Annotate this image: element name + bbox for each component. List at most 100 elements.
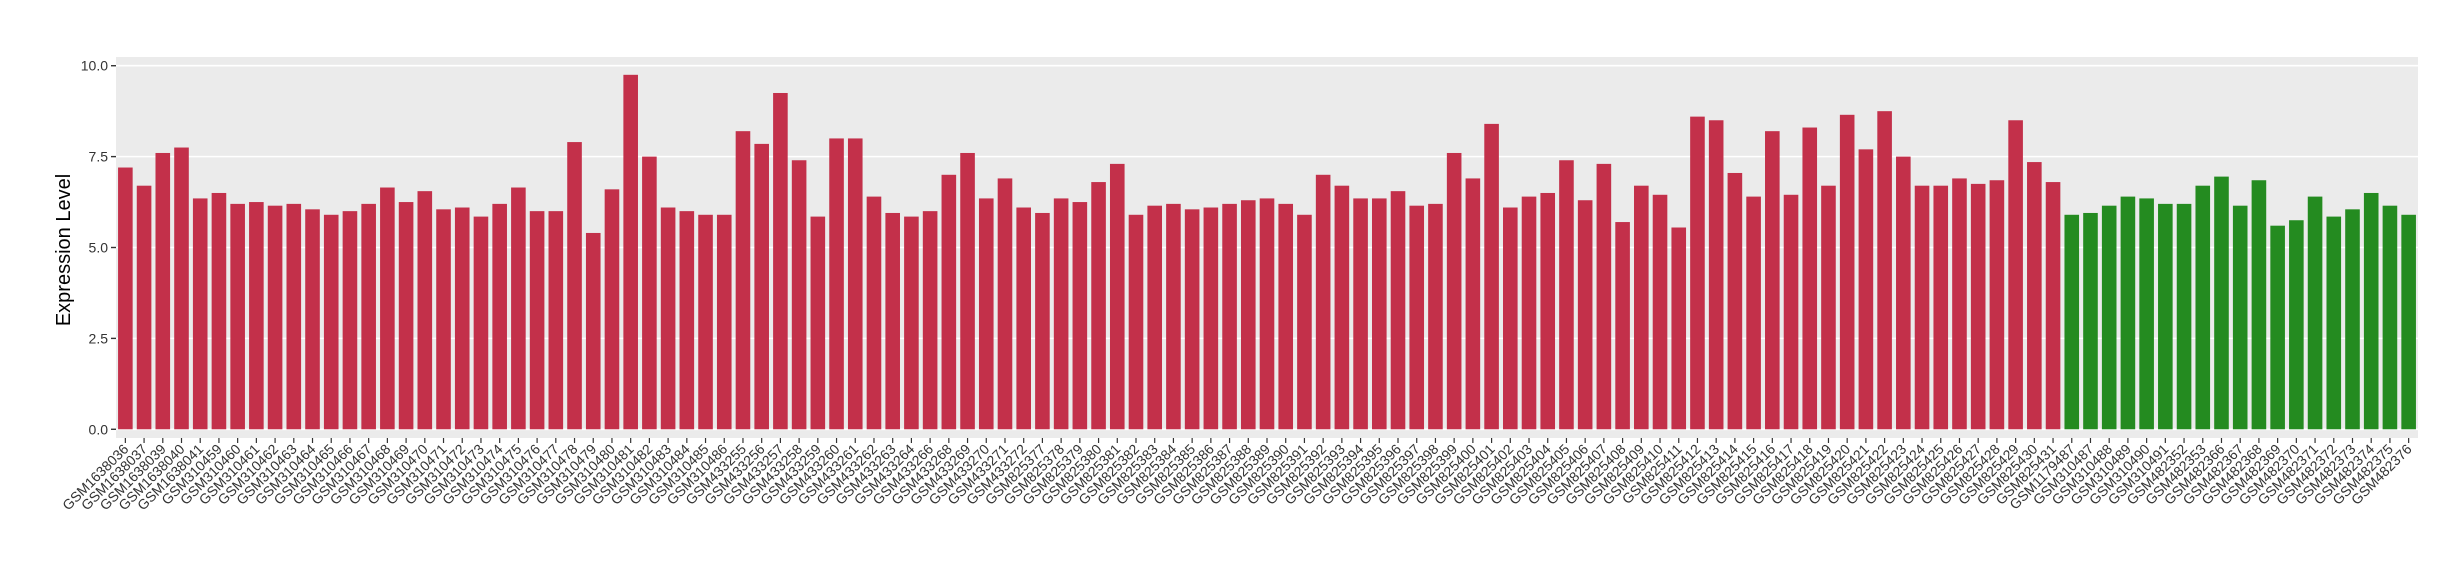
bar — [1596, 163, 1612, 430]
bar — [1615, 222, 1630, 430]
bar — [2214, 176, 2229, 430]
bar — [249, 202, 264, 430]
bar — [1503, 207, 1518, 430]
bar — [1428, 203, 1443, 430]
bar — [960, 152, 975, 430]
bar — [754, 143, 769, 430]
bar — [1634, 185, 1649, 430]
bar — [1390, 191, 1406, 430]
bar — [2251, 180, 2267, 430]
bar — [698, 214, 713, 430]
bar — [1989, 180, 2005, 430]
y-tick-label: 5.0 — [89, 240, 109, 256]
bar — [2232, 205, 2248, 430]
bar — [978, 198, 994, 430]
bar — [2101, 205, 2117, 430]
bar — [211, 192, 227, 430]
y-tick-label: 7.5 — [89, 149, 109, 165]
bar — [529, 211, 545, 430]
bar — [1933, 185, 1949, 430]
bar — [1465, 178, 1481, 430]
bar — [342, 211, 358, 430]
bar — [1371, 198, 1387, 430]
bar — [2158, 203, 2173, 430]
bar — [1896, 156, 1911, 430]
bar — [1222, 203, 1237, 430]
bar — [1409, 205, 1425, 430]
bar — [267, 205, 283, 430]
bar — [192, 198, 208, 430]
bar — [2195, 185, 2211, 430]
bar — [1278, 203, 1294, 430]
bar — [1540, 192, 1556, 430]
bar — [1802, 127, 1818, 430]
bar — [1877, 111, 1892, 430]
bar — [623, 74, 638, 430]
bar — [2008, 120, 2023, 430]
bar — [174, 147, 189, 430]
bar — [436, 209, 451, 430]
bar — [1072, 202, 1088, 430]
bar — [997, 178, 1013, 430]
bar — [1091, 182, 1106, 430]
bar — [1297, 214, 1312, 430]
bar — [417, 191, 433, 430]
bar — [604, 189, 620, 430]
bar — [230, 203, 245, 430]
bar — [885, 212, 900, 430]
bar — [2083, 212, 2098, 430]
bar — [1128, 214, 1144, 430]
bar — [1970, 183, 1986, 430]
bar — [1783, 194, 1799, 430]
bar — [1147, 205, 1163, 430]
bar — [1858, 149, 1874, 430]
bar — [1240, 200, 1256, 430]
bar — [2139, 198, 2154, 430]
bar — [1521, 196, 1537, 430]
bar — [473, 216, 489, 430]
bar — [1315, 174, 1331, 430]
bar — [829, 138, 844, 430]
bar — [2045, 182, 2061, 430]
bar — [585, 232, 601, 430]
bar — [361, 203, 376, 430]
bar — [1109, 163, 1125, 430]
bar — [1708, 120, 1724, 430]
bar — [1203, 207, 1219, 430]
bar — [2401, 214, 2416, 430]
bar — [904, 216, 919, 430]
bar — [1765, 131, 1780, 430]
y-axis-title: Expression Level — [53, 174, 75, 326]
bar — [1184, 209, 1200, 430]
bar — [2176, 203, 2192, 430]
bar — [1577, 200, 1593, 430]
bar — [118, 167, 133, 430]
bar — [492, 203, 507, 430]
bar — [511, 187, 526, 430]
bar — [679, 211, 695, 430]
bar — [136, 185, 152, 430]
bar — [1746, 196, 1761, 430]
bar — [1671, 227, 1687, 430]
bar — [1259, 198, 1275, 430]
bar — [1821, 185, 1836, 430]
y-tick-label: 2.5 — [89, 330, 109, 346]
bar — [847, 138, 863, 430]
bar — [2120, 196, 2136, 430]
bar — [866, 196, 882, 430]
bar — [2027, 162, 2042, 430]
y-tick-label: 0.0 — [89, 421, 109, 437]
bar — [1353, 198, 1368, 430]
bar — [2270, 225, 2285, 430]
bar — [286, 203, 302, 430]
bar — [791, 160, 807, 430]
bar — [1727, 172, 1743, 430]
bar — [305, 209, 320, 430]
bar — [2382, 205, 2398, 430]
y-tick-label: 10.0 — [81, 58, 108, 74]
bar — [2064, 214, 2080, 430]
bar — [1053, 198, 1069, 430]
bar — [1952, 178, 1967, 430]
